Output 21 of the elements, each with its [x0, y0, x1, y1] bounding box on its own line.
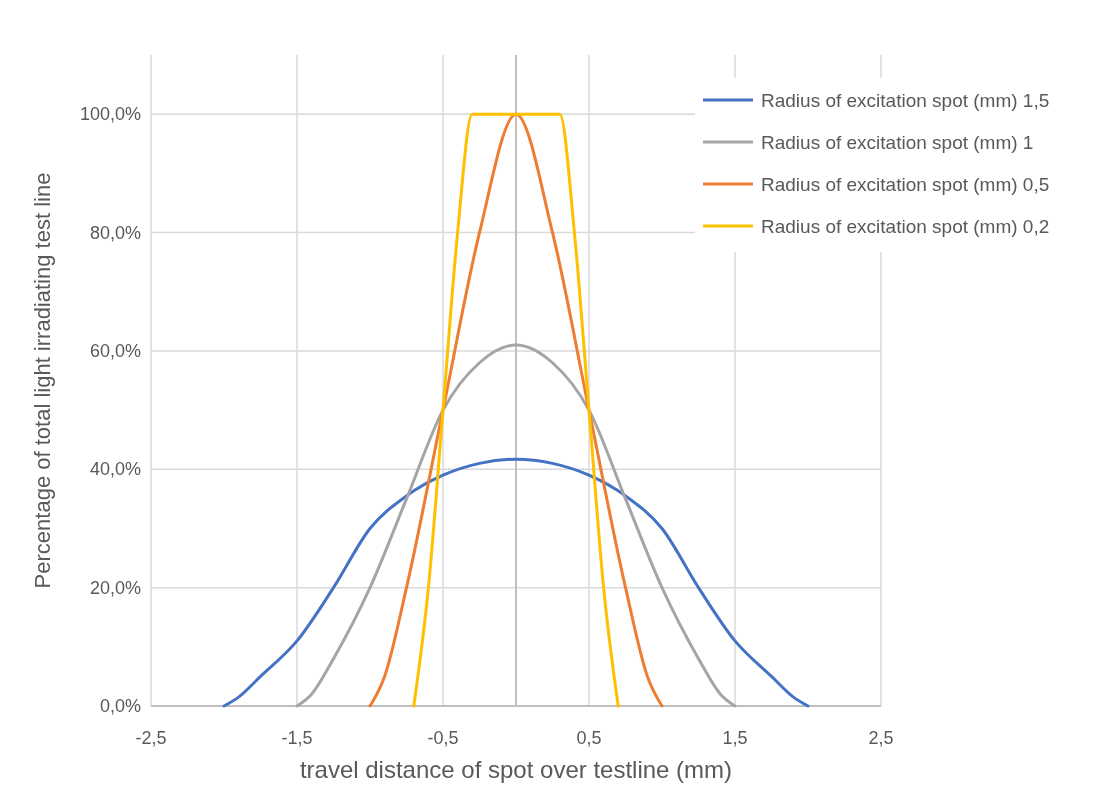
x-tick-label: -1,5	[281, 728, 313, 748]
y-tick-label: 0,0%	[99, 696, 141, 716]
line-series	[222, 457, 810, 708]
y-tick-label: 100,0%	[79, 104, 141, 125]
y-tick-label: 80,0%	[89, 222, 141, 243]
x-tick-label: -2,5	[135, 728, 167, 748]
y-tick-label: 40,0%	[89, 459, 141, 480]
x-tick-label: -0,5	[427, 728, 459, 748]
x-axis-title: travel distance of spot over testline (mm)	[299, 756, 733, 783]
line-series	[295, 343, 737, 708]
legend-label: Radius of excitation spot (mm) 1,5	[761, 90, 1050, 111]
line-series	[412, 112, 620, 708]
legend-label: Radius of excitation spot (mm) 0,5	[761, 174, 1050, 195]
y-tick-label: 60,0%	[89, 340, 141, 361]
x-tick-label: 2,5	[868, 728, 894, 748]
x-tick-label: 1,5	[722, 728, 748, 748]
legend-label: Radius of excitation spot (mm) 0,2	[761, 216, 1050, 237]
y-tick-label: 20,0%	[89, 577, 141, 598]
x-tick-label: 0,5	[576, 728, 602, 748]
legend-label: Radius of excitation spot (mm) 1	[761, 132, 1034, 153]
y-axis-title: Percentage of total light irradiating test line	[30, 172, 55, 589]
